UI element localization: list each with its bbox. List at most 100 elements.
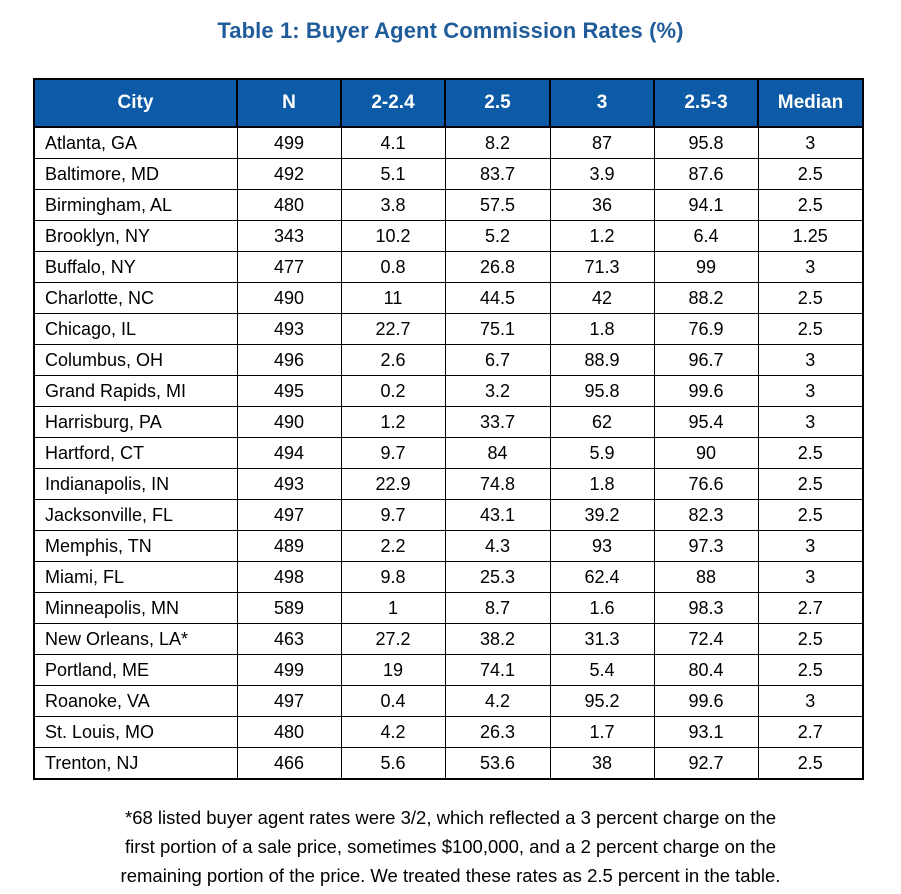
city-cell: New Orleans, LA* [33,623,238,655]
rate-2.5-3-cell: 99.6 [653,375,759,407]
rate-2.5-3-cell: 97.3 [653,530,759,562]
rate-3-cell: 3.9 [549,158,655,190]
median-cell: 3 [757,344,864,376]
rate-3-cell: 39.2 [549,499,655,531]
rate-2.5-3-cell: 82.3 [653,499,759,531]
rate-3-cell: 88.9 [549,344,655,376]
city-cell: Hartford, CT [33,437,238,469]
rate-2.5-3-cell: 92.7 [653,747,759,780]
table-row: Miami, FL 498 9.8 25.3 62.4 88 3 [33,561,864,593]
rate-3-cell: 5.4 [549,654,655,686]
rate-2.5-3-cell: 99 [653,251,759,283]
rate-2.5-cell: 5.2 [444,220,551,252]
median-cell: 1.25 [757,220,864,252]
column-header-n: N [236,78,342,128]
rate-2.5-cell: 74.1 [444,654,551,686]
rate-2-2.4-cell: 0.2 [340,375,446,407]
rate-2.5-3-cell: 98.3 [653,592,759,624]
rate-2.5-3-cell: 95.8 [653,126,759,159]
rate-3-cell: 1.2 [549,220,655,252]
rate-3-cell: 62.4 [549,561,655,593]
rate-3-cell: 62 [549,406,655,438]
city-cell: Atlanta, GA [33,126,238,159]
rate-2.5-3-cell: 90 [653,437,759,469]
median-cell: 2.5 [757,282,864,314]
city-cell: Minneapolis, MN [33,592,238,624]
city-cell: Miami, FL [33,561,238,593]
median-cell: 2.5 [757,313,864,345]
table-row: Harrisburg, PA 490 1.2 33.7 62 95.4 3 [33,406,864,438]
table-row: New Orleans, LA* 463 27.2 38.2 31.3 72.4 2.5 [33,623,864,655]
rate-2.5-3-cell: 72.4 [653,623,759,655]
rate-2-2.4-cell: 22.9 [340,468,446,500]
n-cell: 494 [236,437,342,469]
city-cell: Birmingham, AL [33,189,238,221]
median-cell: 2.5 [757,189,864,221]
table-row: Trenton, NJ 466 5.6 53.6 38 92.7 2.5 [33,747,864,780]
rate-2.5-3-cell: 76.9 [653,313,759,345]
rate-2.5-3-cell: 88 [653,561,759,593]
rate-2-2.4-cell: 1 [340,592,446,624]
footnote-line: remaining portion of the price. We treat… [120,865,781,886]
table-row: Indianapolis, IN 493 22.9 74.8 1.8 76.6 2.5 [33,468,864,500]
n-cell: 492 [236,158,342,190]
column-header-2.5: 2.5 [444,78,551,128]
rate-2.5-3-cell: 87.6 [653,158,759,190]
median-cell: 2.5 [757,747,864,780]
city-cell: St. Louis, MO [33,716,238,748]
rate-2.5-cell: 3.2 [444,375,551,407]
rate-3-cell: 36 [549,189,655,221]
rate-2.5-3-cell: 94.1 [653,189,759,221]
table-row: Brooklyn, NY 343 10.2 5.2 1.2 6.4 1.25 [33,220,864,252]
rate-3-cell: 42 [549,282,655,314]
footnote: *68 listed buyer agent rates were 3/2, w… [20,803,881,890]
rate-3-cell: 95.8 [549,375,655,407]
rate-2.5-cell: 57.5 [444,189,551,221]
median-cell: 2.5 [757,158,864,190]
median-cell: 2.5 [757,468,864,500]
city-cell: Brooklyn, NY [33,220,238,252]
table-row: Roanoke, VA 497 0.4 4.2 95.2 99.6 3 [33,685,864,717]
rate-2-2.4-cell: 4.1 [340,126,446,159]
rate-3-cell: 31.3 [549,623,655,655]
table-row: Baltimore, MD 492 5.1 83.7 3.9 87.6 2.5 [33,158,864,190]
table-body: Atlanta, GA 499 4.1 8.2 87 95.8 3 Baltimore, MD… [33,126,864,780]
rate-2-2.4-cell: 10.2 [340,220,446,252]
rate-2.5-cell: 25.3 [444,561,551,593]
column-header-city: City [33,78,238,128]
n-cell: 499 [236,126,342,159]
n-cell: 497 [236,685,342,717]
header-row: City N 2-2.4 2.5 3 2.5-3 Median [33,78,864,128]
city-cell: Baltimore, MD [33,158,238,190]
table-row: Minneapolis, MN 589 1 8.7 1.6 98.3 2.7 [33,592,864,624]
rate-3-cell: 71.3 [549,251,655,283]
rate-2-2.4-cell: 9.8 [340,561,446,593]
rate-2-2.4-cell: 4.2 [340,716,446,748]
median-cell: 3 [757,375,864,407]
column-header-median: Median [757,78,864,128]
footnote-line: *68 listed buyer agent rates were 3/2, w… [125,807,776,828]
rate-2.5-cell: 74.8 [444,468,551,500]
column-header-2.5-3: 2.5-3 [653,78,759,128]
median-cell: 2.5 [757,499,864,531]
table-row: St. Louis, MO 480 4.2 26.3 1.7 93.1 2.7 [33,716,864,748]
rate-2.5-3-cell: 80.4 [653,654,759,686]
table-row: Grand Rapids, MI 495 0.2 3.2 95.8 99.6 3 [33,375,864,407]
median-cell: 3 [757,530,864,562]
rate-3-cell: 93 [549,530,655,562]
n-cell: 490 [236,406,342,438]
n-cell: 499 [236,654,342,686]
table-row: Columbus, OH 496 2.6 6.7 88.9 96.7 3 [33,344,864,376]
table-row: Hartford, CT 494 9.7 84 5.9 90 2.5 [33,437,864,469]
commission-rates-table: City N 2-2.4 2.5 3 2.5-3 Median Atlanta,… [33,78,864,780]
median-cell: 2.5 [757,623,864,655]
n-cell: 466 [236,747,342,780]
city-cell: Harrisburg, PA [33,406,238,438]
rate-2.5-3-cell: 6.4 [653,220,759,252]
rate-2.5-cell: 84 [444,437,551,469]
rate-2-2.4-cell: 9.7 [340,437,446,469]
rate-2-2.4-cell: 3.8 [340,189,446,221]
n-cell: 480 [236,189,342,221]
rate-3-cell: 1.7 [549,716,655,748]
n-cell: 589 [236,592,342,624]
